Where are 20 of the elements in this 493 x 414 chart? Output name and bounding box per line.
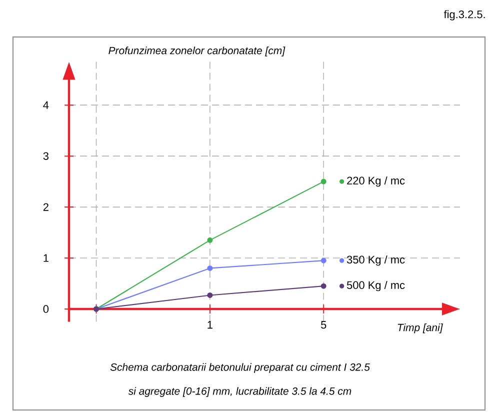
text: Schema carbonatarii betonului preparat cu ciment I 32.5: [110, 363, 370, 373]
x-tick-label: 5: [321, 321, 326, 329]
legend-label: 500 Kg / mc: [346, 280, 405, 292]
y-tick-label: 1: [44, 254, 48, 262]
caption: fig.3.2.5.: [444, 10, 485, 20]
y-tick-label: 3: [43, 152, 48, 160]
point: [207, 237, 213, 243]
point: [207, 292, 213, 298]
point: [320, 258, 326, 264]
legend-label: 350 Kg / mc: [346, 255, 405, 266]
legend-label: 220 Kg / mc: [347, 176, 405, 187]
x-axis-title: Timp [ani]: [398, 324, 443, 334]
point: [320, 283, 326, 289]
point: [207, 265, 213, 271]
text: si agregate [0-16] mm, lucrabilitate 3.5 la 4.5 cm: [128, 387, 352, 397]
point: [320, 178, 326, 184]
y-tick-label: 0: [43, 305, 49, 313]
y-tick-label: 4: [43, 101, 49, 109]
y-axis-title: Profunzimea zonelor carbonatate [cm]: [108, 46, 286, 56]
y-tick-label: 2: [43, 203, 48, 211]
